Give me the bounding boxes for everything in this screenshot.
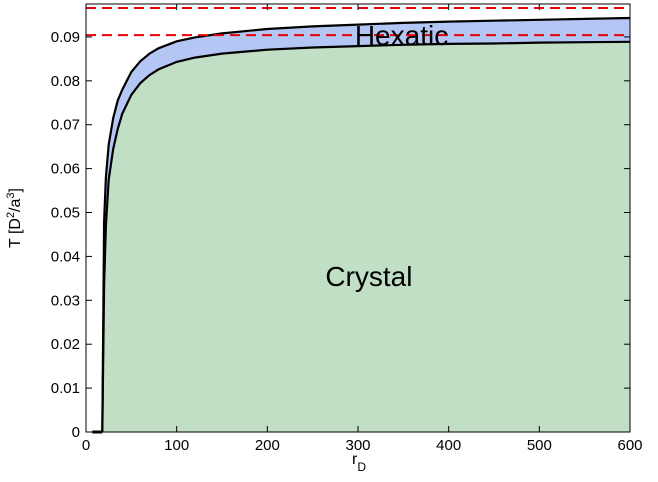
y-axis-title: T [D2/a3] xyxy=(5,188,24,248)
x-axis: 0 100 200 300 400 500 600 xyxy=(82,4,643,454)
y-tick-label: 0.07 xyxy=(51,117,80,134)
y-tick-label: 0.03 xyxy=(51,292,80,309)
x-tick-label: 100 xyxy=(164,437,189,454)
y-tick-label: 0.09 xyxy=(51,29,80,46)
y-tick-label: 0.05 xyxy=(51,205,80,222)
x-tick-label: 400 xyxy=(436,437,461,454)
hexatic-boundary-line xyxy=(101,16,631,433)
region-label-crystal: Crystal xyxy=(325,261,412,292)
y-tick-label: 0.04 xyxy=(51,248,80,265)
x-tick-label: 300 xyxy=(345,437,370,454)
y-tick-label: 0.06 xyxy=(51,161,80,178)
x-tick-label: 0 xyxy=(82,437,90,454)
y-axis: 0 0.01 0.02 0.03 0.04 0.05 0.06 0.07 0.08 0.09 xyxy=(51,29,630,441)
y-tick-label: 0.01 xyxy=(51,380,80,397)
y-tick-label: 0 xyxy=(72,424,80,441)
y-tick-label: 0.08 xyxy=(51,73,80,90)
crystal-boundary-line xyxy=(101,40,631,433)
region-fills xyxy=(102,18,631,433)
y-tick-label: 0.02 xyxy=(51,336,80,353)
region-labels: Hexatic Crystal xyxy=(325,20,448,292)
x-tick-label: 200 xyxy=(255,437,280,454)
hexatic-region xyxy=(102,18,631,432)
x-tick-label: 500 xyxy=(527,437,552,454)
x-axis-title: rD xyxy=(352,451,366,474)
region-label-hexatic: Hexatic xyxy=(355,20,448,51)
x-tick-label: 600 xyxy=(617,437,642,454)
crystal-region xyxy=(102,41,631,433)
